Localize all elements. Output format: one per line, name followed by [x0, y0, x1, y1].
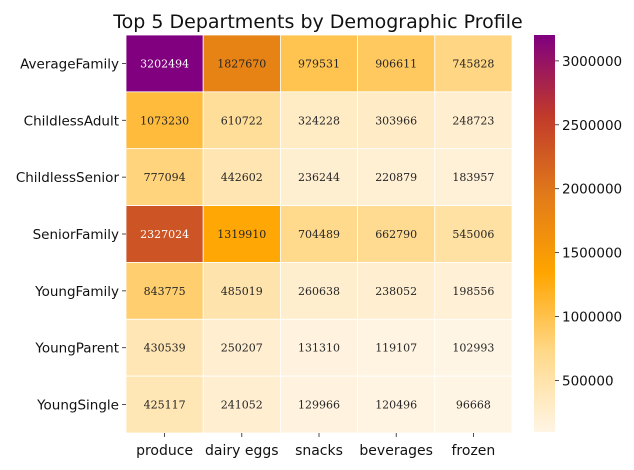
heatmap-cell — [434, 205, 513, 263]
heatmap-cell — [279, 148, 358, 206]
cell-value-label: 745828 — [452, 57, 494, 70]
cell-value-label: 303966 — [375, 114, 417, 127]
cell-value-label: 119107 — [375, 342, 417, 355]
cell-value-label: 843775 — [144, 285, 186, 298]
heatmap-cell — [125, 375, 204, 434]
colorbar-tick-label: 1500000 — [562, 246, 622, 262]
heatmap-cell — [202, 262, 281, 320]
row-label: ChildlessSenior — [16, 170, 120, 186]
heatmap-cell — [434, 34, 513, 93]
heatmap-cell — [202, 205, 281, 263]
cell-value-label: 979531 — [298, 57, 340, 70]
cell-value-label: 704489 — [298, 228, 340, 241]
column-label: frozen — [452, 443, 496, 459]
cell-value-label: 324228 — [298, 114, 340, 127]
cell-value-label: 545006 — [452, 228, 494, 241]
cell-value-label: 120496 — [375, 399, 417, 412]
heatmap-cells: 3202494 1827670 979531 906611 745828 1073230 6… — [125, 34, 513, 434]
cell-value-label: 1073230 — [140, 114, 189, 127]
cell-value-label: 220879 — [375, 171, 417, 184]
cell-value-label: 1827670 — [217, 57, 266, 70]
row-label: SeniorFamily — [33, 227, 119, 243]
heatmap-cell — [279, 318, 358, 377]
cell-value-label: 610722 — [221, 114, 263, 127]
heatmap-cell — [202, 34, 281, 93]
cell-value-label: 250207 — [221, 342, 263, 355]
cell-value-label: 1319910 — [217, 228, 266, 241]
cell-value-label: 129966 — [298, 399, 340, 412]
heatmap-cell — [125, 91, 204, 150]
chart-title: Top 5 Departments by Demographic Profile — [112, 11, 522, 33]
heatmap-cell — [434, 91, 513, 150]
cell-value-label: 3202494 — [140, 57, 189, 70]
heatmap-cell — [357, 34, 436, 93]
heatmap-cell — [357, 148, 436, 206]
cell-value-label: 425117 — [144, 399, 186, 412]
heatmap-cell — [279, 262, 358, 320]
cell-value-label: 241052 — [221, 399, 263, 412]
cell-value-label: 102993 — [452, 342, 494, 355]
column-label: snacks — [295, 443, 343, 459]
colorbar-tick-label: 500000 — [562, 373, 614, 389]
colorbar-tick-label: 2000000 — [562, 182, 622, 198]
cell-value-label: 260638 — [298, 285, 340, 298]
row-label: ChildlessAdult — [24, 113, 119, 129]
row-label: AverageFamily — [20, 56, 119, 72]
column-label: dairy eggs — [205, 443, 279, 459]
heatmap-cell — [202, 318, 281, 377]
heatmap-cell — [434, 318, 513, 377]
row-label: YoungSingle — [36, 398, 119, 414]
row-label: YoungFamily — [34, 284, 119, 300]
column-labels: produce dairy eggs snacks beverages frozen — [136, 433, 495, 459]
heatmap-cell — [125, 262, 204, 320]
heatmap-cell — [357, 318, 436, 377]
heatmap-cell — [279, 91, 358, 150]
cell-value-label: 906611 — [375, 57, 417, 70]
cell-value-label: 198556 — [452, 285, 494, 298]
row-labels: AverageFamily ChildlessAdult ChildlessSeni… — [16, 56, 126, 414]
cell-value-label: 238052 — [375, 285, 417, 298]
heatmap-cell — [125, 34, 204, 93]
cell-value-label: 96668 — [456, 399, 491, 412]
heatmap-cell — [434, 148, 513, 206]
cell-value-label: 183957 — [452, 171, 494, 184]
cell-value-label: 236244 — [298, 171, 340, 184]
heatmap-cell — [434, 262, 513, 320]
colorbar-tick-label: 2500000 — [562, 118, 622, 134]
heatmap-cell — [357, 205, 436, 263]
cell-value-label: 2327024 — [140, 228, 189, 241]
cell-value-label: 442602 — [221, 171, 263, 184]
cell-value-label: 662790 — [375, 228, 417, 241]
heatmap-cell — [434, 375, 513, 434]
heatmap-cell — [202, 148, 281, 206]
cell-value-label: 430539 — [144, 342, 186, 355]
column-label: beverages — [359, 443, 433, 459]
colorbar — [534, 35, 555, 432]
cell-value-label: 777094 — [144, 171, 186, 184]
colorbar-ticks: 500000 1000000 1500000 2000000 2500000 300000… — [555, 54, 622, 389]
heatmap-cell — [279, 205, 358, 263]
heatmap-cell — [279, 34, 358, 93]
column-label: produce — [136, 443, 193, 459]
row-label: YoungParent — [34, 341, 119, 357]
cell-value-label: 485019 — [221, 285, 263, 298]
colorbar-tick-label: 1000000 — [562, 310, 622, 326]
colorbar-tick-label: 3000000 — [562, 54, 622, 70]
cell-value-label: 248723 — [452, 114, 494, 127]
cell-value-label: 131310 — [298, 342, 340, 355]
